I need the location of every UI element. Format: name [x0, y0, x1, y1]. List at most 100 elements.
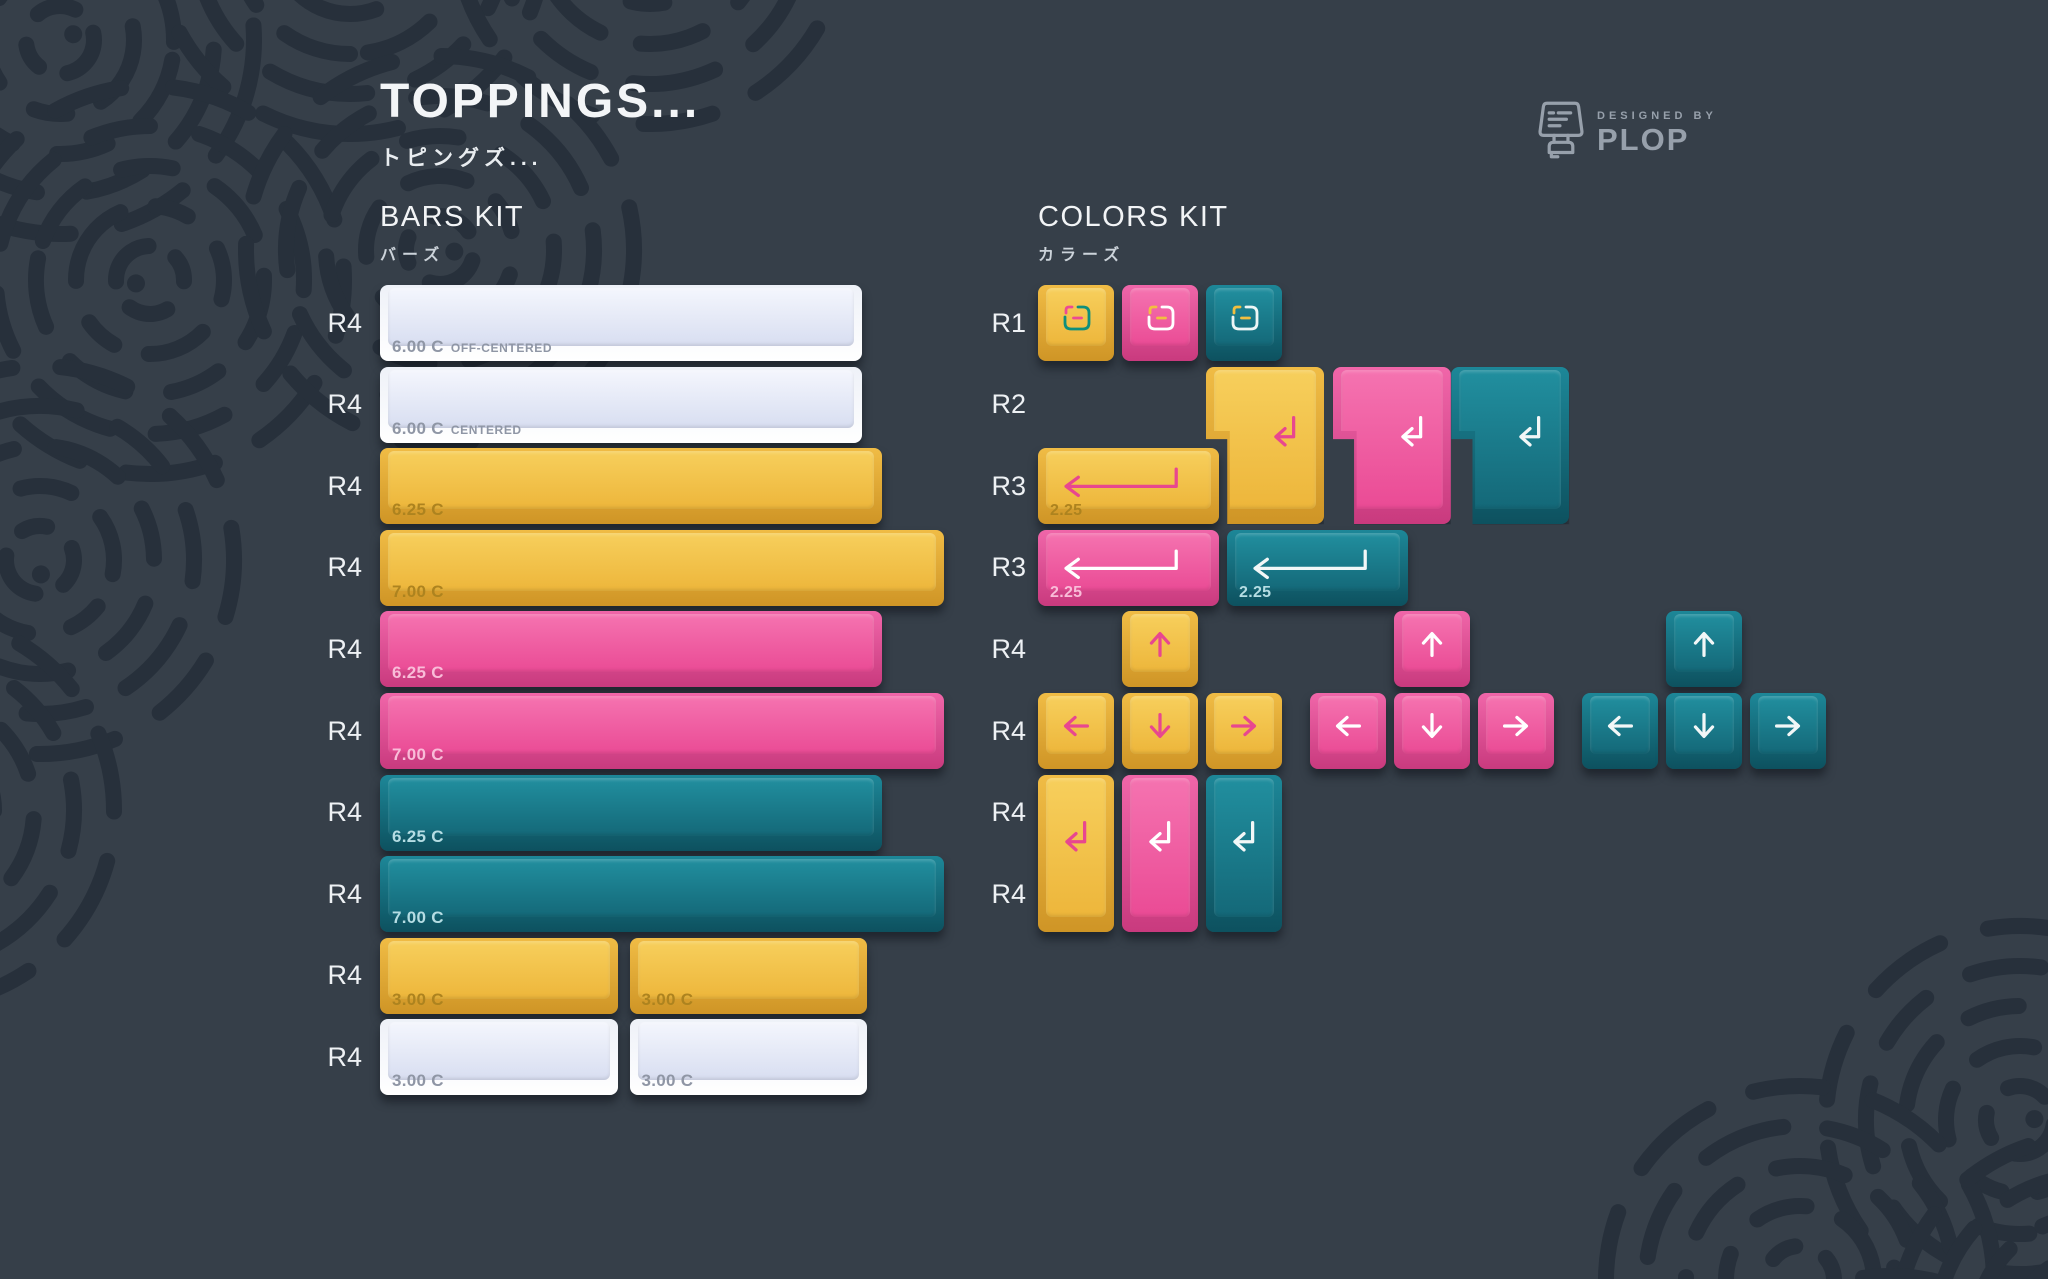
bars-kit-title-japanese: バーズ: [380, 247, 446, 264]
colors-kit-header: COLORS KIT カラーズ: [1038, 203, 1229, 265]
keycap-top-surface: [388, 777, 875, 836]
row-label-r4: R4: [327, 307, 362, 338]
row-label-r4: R4: [327, 797, 362, 828]
arrow-right-icon: [1750, 693, 1826, 769]
keycap-pink-7.00c: 7.00 C: [380, 693, 944, 769]
arrow-left-icon: [1038, 693, 1114, 769]
keycap-pink-arrow-down: [1394, 693, 1471, 769]
row-label-r4: R4: [327, 633, 362, 664]
keycap-pink-arrow-left: [1310, 693, 1387, 769]
plop-logo-icon: [1038, 285, 1114, 361]
return-arrow-icon: [1038, 775, 1114, 933]
long-left-arrow-icon: [1038, 530, 1219, 606]
keycap-yellow-return-arrow: [1038, 774, 1114, 933]
keycap-size-label: 6.00 C CENTERED: [392, 418, 522, 438]
poster-title-block: TOPPINGS... トピングズ...: [380, 78, 700, 172]
keycap-size-label: 6.25 C: [392, 826, 444, 846]
arrow-right-icon: [1206, 693, 1282, 769]
keycap-size-label: 6.25 C: [392, 663, 444, 683]
keycap-pink-plop-logo: [1122, 285, 1198, 361]
keycap-size-label: 7.00 C: [392, 581, 444, 601]
page-title-japanese: トピングズ...: [380, 147, 543, 170]
keycap-yellow-long-left-arrow: 2.25: [1038, 448, 1219, 525]
arrow-left-icon: [1310, 693, 1386, 769]
row-label-r4: R4: [327, 552, 362, 583]
keycap-white-3.00c: 3.00 C: [629, 1019, 867, 1096]
arrow-up-icon: [1394, 611, 1470, 687]
row-label-r2: R2: [991, 389, 1026, 420]
bars-kit-title: BARS KIT: [380, 201, 525, 233]
keycap-size-label: 7.00 C: [392, 745, 444, 764]
keycap-top-surface: [388, 696, 936, 754]
keycap-yellow-arrow-left: [1038, 693, 1114, 769]
keycap-top-surface: [388, 451, 875, 510]
arrow-left-icon: [1582, 693, 1658, 769]
designed-by-label: DESIGNED BY: [1597, 110, 1717, 122]
return-arrow-icon: [1206, 775, 1282, 933]
keycap-yellow-arrow-right: [1206, 693, 1282, 769]
return-arrow-icon: [1333, 367, 1451, 525]
keycap-pink-return-arrow: [1122, 774, 1198, 933]
brand-name: PLOP: [1597, 122, 1690, 157]
keycap-pink-arrow-up: [1394, 611, 1471, 688]
colors-kit-title-japanese: カラーズ: [1038, 247, 1126, 264]
long-left-arrow-icon: [1227, 530, 1408, 606]
plop-keycap-icon: [1537, 100, 1585, 165]
keycap-size-label: 3.00 C: [641, 1071, 694, 1091]
keycap-pink-6.25c: 6.25 C: [380, 611, 883, 688]
long-left-arrow-icon: [1038, 448, 1219, 524]
keycap-yellow-return-arrow: [1206, 366, 1324, 525]
arrow-up-icon: [1666, 611, 1742, 687]
keycap-size-label: 6.00 C OFF-CENTERED: [392, 337, 553, 356]
keycap-teal-return-arrow: [1206, 774, 1282, 933]
keycap-top-surface: [637, 1022, 859, 1081]
keycap-yellow-arrow-up: [1122, 611, 1198, 688]
keycap-teal-arrow-down: [1666, 693, 1743, 769]
keycap-size-label: 3.00 C: [641, 989, 694, 1009]
row-label-r4: R4: [327, 960, 362, 991]
keycap-white-3.00c: 3.00 C: [380, 1019, 618, 1096]
row-label-r4: R4: [991, 797, 1026, 828]
keycap-size-label: 2.25: [1239, 583, 1272, 601]
return-arrow-icon: [1122, 775, 1198, 933]
keycap-top-surface: [388, 288, 854, 346]
row-label-r4: R4: [327, 470, 362, 501]
plop-logo-text: DESIGNED BY PLOP: [1597, 110, 1717, 155]
keycap-size-label: 3.00 C: [392, 1071, 444, 1091]
arrow-up-icon: [1122, 611, 1198, 687]
keycap-white-6.00c: 6.00 C CENTERED: [380, 366, 862, 443]
keycap-pink-arrow-right: [1478, 693, 1555, 769]
keycap-teal-return-arrow: [1451, 366, 1570, 525]
return-arrow-icon: [1451, 367, 1569, 525]
row-label-r4: R4: [327, 878, 362, 909]
keycap-pink-return-arrow: [1332, 366, 1451, 525]
colors-kit-title: COLORS KIT: [1038, 201, 1229, 233]
row-label-r1: R1: [991, 307, 1026, 338]
keycap-top-surface: [1340, 369, 1443, 510]
page-title: TOPPINGS...: [380, 75, 701, 128]
keycap-top-surface: [388, 369, 854, 428]
plop-logo-block: DESIGNED BY PLOP: [1537, 100, 1717, 165]
keycap-yellow-6.25c: 6.25 C: [380, 448, 883, 525]
keycap-yellow-7.00c: 7.00 C: [380, 529, 944, 606]
row-label-r4: R4: [991, 633, 1026, 664]
keycap-size-label: 2.25: [1050, 502, 1083, 520]
bars-kit-header: BARS KIT バーズ: [380, 203, 524, 265]
keycap-yellow-plop-logo: [1038, 285, 1114, 361]
keycap-teal-arrow-right: [1750, 693, 1827, 769]
keycap-top-surface: [637, 940, 859, 999]
keycap-teal-plop-logo: [1206, 285, 1282, 361]
keycap-size-label: 2.25: [1050, 583, 1083, 601]
keycap-top-surface: [388, 1022, 610, 1081]
keycap-size-sublabel: OFF-CENTERED: [450, 341, 553, 355]
keycap-top-surface: [388, 614, 875, 673]
keycap-top-surface: [388, 940, 610, 999]
keycap-teal-6.25c: 6.25 C: [380, 774, 883, 851]
keycap-teal-long-left-arrow: 2.25: [1227, 529, 1408, 606]
row-label-r4: R4: [327, 389, 362, 420]
keycap-yellow-3.00c: 3.00 C: [380, 937, 618, 1014]
keycap-yellow-3.00c: 3.00 C: [629, 937, 867, 1014]
keycap-teal-arrow-up: [1666, 611, 1743, 688]
arrow-down-icon: [1666, 693, 1742, 769]
